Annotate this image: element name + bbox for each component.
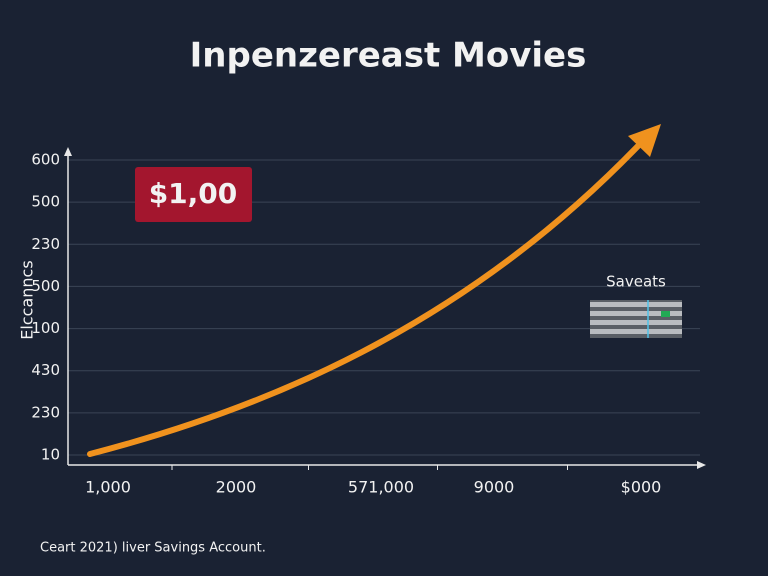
y-axis-arrow (64, 147, 72, 156)
legend-graphic (590, 300, 682, 338)
y-tick-label: 500 (31, 193, 60, 211)
y-tick-label: 600 (31, 151, 60, 169)
y-tick-label: 10 (41, 446, 60, 464)
x-axis-arrow (697, 461, 706, 469)
x-tick-label: 2000 (216, 478, 257, 497)
legend-label: Saveats (606, 273, 666, 291)
x-tick-label: 571,000 (348, 478, 414, 497)
chart-title: Inpenzereast Movies (190, 36, 587, 76)
annotation-box (135, 167, 252, 222)
y-axis-label: Elccanncs (18, 260, 37, 339)
curve-arrowhead (628, 124, 661, 157)
growth-curve (87, 143, 641, 457)
x-tick-label: 9000 (474, 478, 515, 497)
caption: Ceart 2021) liver Savings Account. (40, 541, 266, 556)
x-tick-label: 1,000 (85, 478, 131, 497)
y-tick-label: 430 (31, 361, 60, 379)
y-tick-label: 100 (31, 319, 60, 337)
y-tick-label: 230 (31, 403, 60, 421)
x-tick-label: $000 (621, 478, 662, 497)
y-tick-label: 500 (31, 277, 60, 295)
annotation: $1,00 (149, 177, 238, 210)
y-tick-label: 230 (31, 235, 60, 253)
